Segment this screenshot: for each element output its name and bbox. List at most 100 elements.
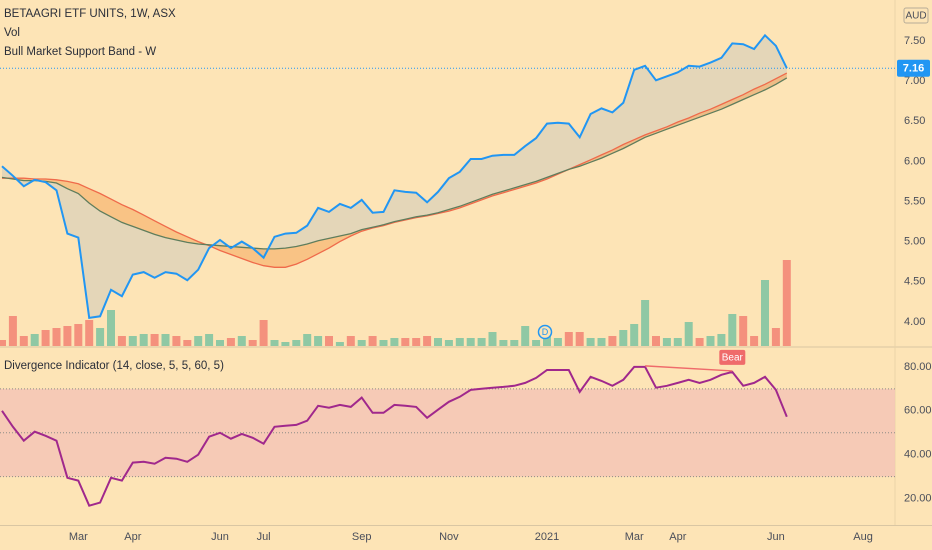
x-tick-label: Mar <box>69 531 88 543</box>
volume-bar <box>673 338 682 346</box>
indicator-title: Divergence Indicator (14, close, 5, 5, 6… <box>4 360 224 372</box>
volume-bar <box>139 334 148 346</box>
volume-bar <box>684 322 693 346</box>
x-tick-label: Sep <box>352 531 372 543</box>
x-tick-label: 2021 <box>535 531 559 543</box>
price-line <box>1 33 788 320</box>
volume-bar <box>597 338 606 346</box>
volume-bar <box>488 332 497 346</box>
volume-bar <box>761 280 769 346</box>
volume-bar <box>128 336 137 346</box>
band-legend: Bull Market Support Band - W <box>4 46 156 58</box>
y-tick-label: 4.50 <box>904 276 925 288</box>
divergence-label: Bear <box>722 353 744 364</box>
volume-bar <box>74 324 83 346</box>
currency: AUD <box>905 11 926 22</box>
volume-bar <box>575 332 584 346</box>
currency-box <box>903 7 929 24</box>
volume-bar <box>477 338 486 346</box>
indicator-line <box>1 365 788 507</box>
mid-layer <box>0 33 895 507</box>
volume-bar <box>335 342 344 346</box>
volume-bar <box>52 328 61 346</box>
volume-bar <box>608 336 617 346</box>
volume-bar <box>237 336 246 346</box>
volume-bar <box>586 338 595 346</box>
volume-bar <box>63 326 72 346</box>
volume-bar <box>695 338 704 346</box>
volume-bar <box>281 342 290 346</box>
volume-bar <box>641 300 650 346</box>
last-price-label: 7.16 <box>903 63 924 75</box>
y-tick-label: 5.00 <box>904 236 925 248</box>
volume-bar <box>455 338 464 346</box>
chart-title: BETAAGRI ETF UNITS, 1W, ASX <box>4 8 176 20</box>
dividend-label: D <box>542 327 549 337</box>
volume-bar <box>499 340 508 346</box>
y-tick-label: 80.00 <box>904 361 932 373</box>
volume-bar <box>216 340 224 346</box>
volume-bar <box>30 334 39 346</box>
volume-bar <box>150 334 159 346</box>
volume-bar <box>521 326 530 346</box>
volume-bar <box>532 340 541 346</box>
x-tick-label: Jul <box>257 531 271 543</box>
volume-bar <box>8 316 17 346</box>
volume-bar <box>434 338 442 346</box>
volume-bar <box>303 334 312 346</box>
y-tick-label: 60.00 <box>904 405 932 417</box>
volume-bar <box>401 338 410 346</box>
volume-bar <box>346 336 355 346</box>
last-price-badge <box>897 59 930 77</box>
volume-bar <box>543 336 551 346</box>
y-tick-label: 5.50 <box>904 195 925 207</box>
volume-bar <box>270 340 279 346</box>
back-layer <box>0 0 932 526</box>
volume-bar <box>510 340 519 346</box>
x-tick-label: Jun <box>211 531 229 543</box>
volume-bar <box>226 338 235 346</box>
y-tick-label: 6.00 <box>904 155 925 167</box>
y-tick-label: 4.00 <box>904 316 925 328</box>
y-tick-label: 7.00 <box>904 75 925 87</box>
volume-bar <box>466 338 475 346</box>
volume-bar <box>292 340 301 346</box>
volume-legend: Vol <box>4 27 20 39</box>
x-tick-label: Apr <box>124 531 141 543</box>
volume-bar <box>194 336 203 346</box>
volume-bar <box>662 338 671 346</box>
volume-bar <box>444 340 453 346</box>
volume-bar <box>368 336 377 346</box>
volume-bar <box>205 334 214 346</box>
volume-bar <box>423 336 432 346</box>
volume-bar <box>739 316 748 346</box>
y-tick-label: 6.50 <box>904 115 925 127</box>
band-line <box>1 77 788 250</box>
dividend-marker[interactable] <box>537 324 553 340</box>
y-tick-label: 20.00 <box>904 493 932 505</box>
volume-bar <box>107 310 115 346</box>
volume-bar <box>706 336 715 346</box>
volume-bar <box>117 336 126 346</box>
volume-bar <box>390 338 399 346</box>
volume-bar <box>19 336 28 346</box>
volume-bar <box>619 330 628 346</box>
volume-bar <box>728 314 737 346</box>
volume-bar <box>379 340 388 346</box>
divergence-line <box>645 365 733 372</box>
volume-bar <box>652 336 660 346</box>
volume-bar <box>782 260 791 346</box>
price-area <box>2 35 787 318</box>
x-tick-label: Aug <box>853 531 873 543</box>
volume-bar <box>259 320 268 346</box>
volume-bar <box>325 336 333 346</box>
volume-bar <box>85 320 94 346</box>
volume-bar <box>357 340 366 346</box>
x-tick-label: Apr <box>669 531 686 543</box>
band-line <box>2 72 788 268</box>
y-tick-label: 40.00 <box>904 449 932 461</box>
x-tick-label: Mar <box>625 531 644 543</box>
volume-bar <box>0 340 6 346</box>
